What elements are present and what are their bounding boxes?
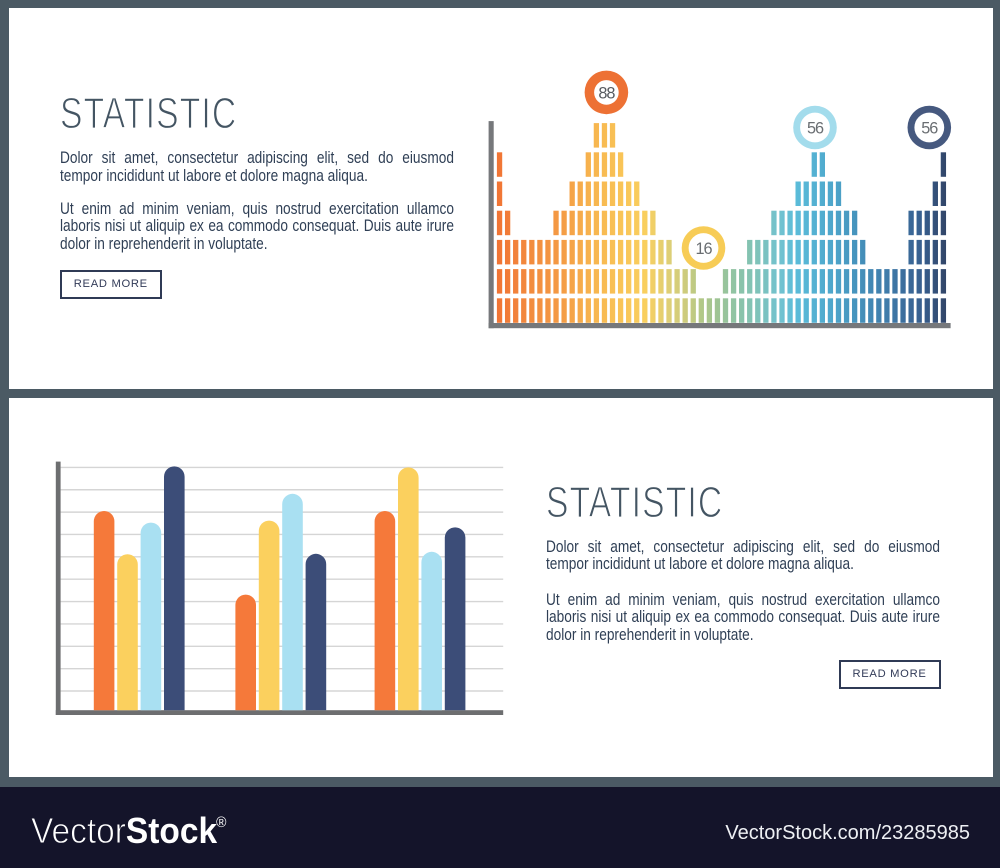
svg-text:88: 88 xyxy=(598,84,615,102)
svg-text:16: 16 xyxy=(695,240,712,258)
svg-text:56: 56 xyxy=(921,119,938,137)
svg-text:56: 56 xyxy=(807,119,824,137)
